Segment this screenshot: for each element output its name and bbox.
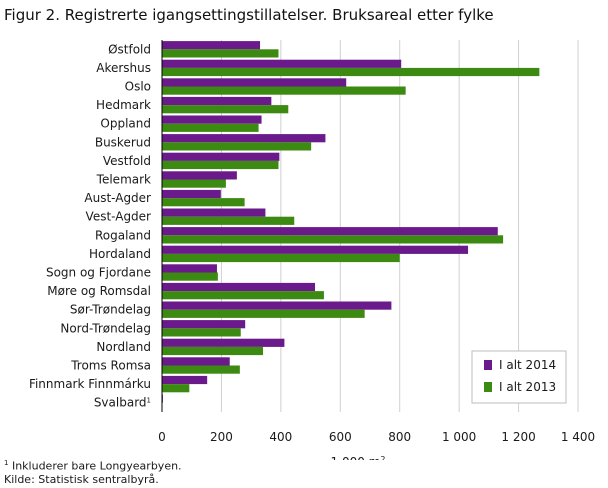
footnote-mark: 1 [4, 459, 9, 467]
x-tick-label: 1 200 [501, 430, 535, 444]
legend-label: I alt 2014 [499, 358, 556, 372]
bar-series-1 [162, 301, 392, 310]
bar-series-2 [162, 384, 190, 393]
legend-swatch [484, 360, 492, 370]
bar-series-2 [162, 49, 279, 58]
bar-series-2 [162, 67, 540, 77]
category-labels: Østfold Akershus Oslo Hedmark Oppland Buskeru… [29, 42, 151, 409]
category-label: Hedmark [96, 98, 151, 112]
x-axis-label: 1 000 m2 [331, 455, 386, 461]
bar-series [161, 40, 540, 412]
category-label: Oppland [100, 117, 151, 131]
x-tick-label: 400 [269, 430, 292, 444]
category-label: Rogaland [95, 228, 151, 242]
bar-series-1 [162, 96, 272, 106]
chart-title: Figur 2. Registrerte igangsettingstillat… [4, 6, 494, 24]
bar-series-2 [162, 365, 240, 374]
legend: I alt 2014 I alt 2013 [471, 350, 567, 404]
bar-series-1 [162, 78, 347, 87]
bar-series-1 [162, 152, 280, 161]
category-label: Sogn og Fjordane [46, 266, 151, 280]
category-label: Oslo [125, 80, 151, 94]
legend-label: I alt 2013 [499, 380, 556, 394]
bar-series-1 [162, 357, 230, 366]
bar-series-1 [162, 134, 326, 143]
bar-series-2 [162, 198, 245, 207]
bar-series-1 [162, 208, 266, 217]
bar-series-2 [162, 123, 259, 132]
bar-series-1 [162, 282, 316, 292]
bar-series-1 [162, 227, 498, 236]
bar-series-2 [162, 160, 279, 170]
x-tick-labels: 0 200 400 600 800 1 000 1 200 1 400 [158, 430, 595, 444]
category-label: Troms Romsa [70, 359, 151, 373]
category-label: Buskerud [95, 135, 151, 149]
bar-series-1 [162, 59, 402, 68]
bar-series-2 [162, 142, 312, 151]
legend-swatch [484, 382, 492, 392]
bar-series-1 [162, 264, 217, 273]
bar-series-2 [162, 105, 289, 114]
category-label: Svalbard1 [94, 396, 151, 410]
legend-box [471, 350, 567, 404]
category-label: Nord-Trøndelag [60, 321, 151, 335]
category-label: Østfold [108, 42, 151, 56]
bar-series-1 [162, 115, 262, 124]
bar-series-2 [162, 328, 241, 337]
category-superscript: 1 [147, 397, 151, 405]
x-tick-label: 600 [329, 430, 352, 444]
footnote-text: Inkluderer bare Longyearbyen. [8, 459, 182, 473]
category-label: Sør-Trøndelag [70, 303, 151, 317]
bar-series-2 [162, 272, 218, 281]
x-tick-label: 1 400 [561, 430, 595, 444]
bar-series-1 [162, 375, 208, 385]
bar-series-1 [162, 171, 237, 180]
footnote: 1 Inkluderer bare Longyearbyen. [4, 459, 182, 473]
bar-series-2 [162, 86, 406, 95]
bar-series-2 [162, 291, 324, 300]
bar-chart: Østfold Akershus Oslo Hedmark Oppland Buskeru… [29, 40, 595, 461]
category-label: Akershus [96, 61, 151, 75]
x-tick-label: 800 [388, 430, 411, 444]
source-note: Kilde: Statistisk sentralbyrå. [4, 473, 159, 486]
bar-series-1 [162, 245, 469, 254]
bar-series-2 [162, 216, 295, 225]
category-label: Møre og Romsdal [47, 284, 151, 298]
category-label: Hordaland [89, 247, 151, 261]
category-label: Vest-Agder [86, 210, 152, 224]
x-tick-label: 0 [158, 430, 166, 444]
bar-series-1 [162, 338, 285, 347]
category-label: Vestfold [103, 154, 151, 168]
bar-series-2 [162, 309, 365, 318]
category-label: Telemark [96, 173, 151, 187]
x-tick-label: 1 000 [442, 430, 476, 444]
x-tick-label: 200 [210, 430, 233, 444]
bar-series-1 [162, 189, 221, 199]
bar-series-2 [162, 253, 400, 263]
bar-series-1 [162, 41, 261, 50]
bar-series-2 [162, 179, 226, 188]
category-label: Finnmark Finnmárku [29, 377, 151, 391]
bar-series-2 [162, 346, 264, 356]
x-axis-label-superscript: 2 [380, 455, 385, 461]
category-label: Aust-Agder [84, 191, 151, 205]
category-label: Nordland [96, 340, 151, 354]
bar-series-1 [162, 320, 246, 329]
bar-series-2 [162, 235, 504, 244]
